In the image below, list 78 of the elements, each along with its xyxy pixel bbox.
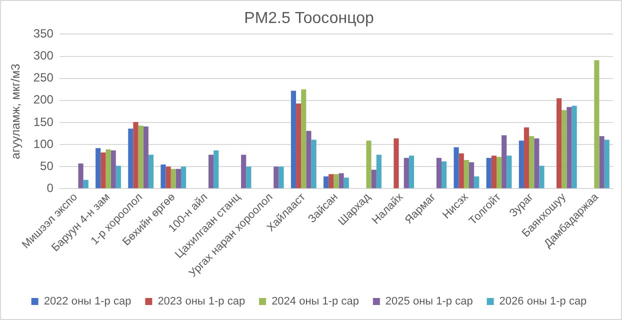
- bar: [208, 154, 214, 188]
- bar: [436, 158, 442, 188]
- y-tick-label: 50: [40, 158, 54, 173]
- bar: [83, 180, 88, 188]
- bar: [290, 90, 296, 188]
- bar: [181, 166, 186, 188]
- legend-label: 2022 оны 1-р сар: [44, 296, 132, 308]
- bar: [594, 60, 600, 188]
- bar: [404, 158, 409, 188]
- bar: [534, 138, 540, 188]
- bar: [518, 140, 524, 188]
- y-tick-label: 300: [33, 48, 54, 63]
- bar: [474, 176, 480, 188]
- bar: [529, 136, 534, 188]
- bar: [170, 168, 176, 188]
- bar: [328, 174, 334, 188]
- bar: [128, 128, 134, 188]
- bar: [486, 158, 492, 188]
- bar: [278, 166, 284, 188]
- bar: [496, 156, 502, 188]
- bar: [344, 178, 349, 188]
- bar: [143, 126, 148, 188]
- bar: [366, 140, 372, 188]
- bar: [311, 140, 316, 188]
- chart-title: PM2.5 Тоосонцор: [244, 10, 374, 28]
- bar: [338, 173, 344, 188]
- bar: [138, 126, 144, 188]
- bar: [599, 136, 604, 188]
- legend-label: 2024 оны 1-р сар: [272, 296, 359, 308]
- bar: [469, 162, 474, 188]
- bar: [458, 153, 464, 188]
- bar: [572, 106, 577, 188]
- bar: [301, 89, 306, 188]
- bar: [376, 154, 382, 188]
- bar: [274, 166, 279, 188]
- bar: [491, 156, 496, 188]
- bar: [371, 170, 376, 188]
- bar: [408, 156, 414, 188]
- y-tick-label: 200: [33, 92, 54, 107]
- bar: [116, 166, 121, 188]
- bar: [214, 150, 219, 188]
- bar: [604, 140, 610, 188]
- bar: [464, 160, 470, 188]
- bar: [241, 154, 246, 188]
- bar: [296, 104, 302, 188]
- bar: [524, 127, 530, 188]
- bar: [442, 161, 447, 188]
- bar: [160, 164, 166, 188]
- bar: [506, 156, 512, 188]
- y-tick-label: 150: [33, 114, 54, 129]
- y-tick-label: 100: [33, 136, 54, 151]
- y-axis-title: агууламж, мкг/м3: [8, 63, 23, 160]
- bar: [100, 152, 106, 188]
- y-tick-label: 250: [33, 70, 54, 85]
- legend-label: 2023 оны 1-р сар: [158, 296, 246, 308]
- bar: [454, 147, 459, 188]
- bar: [562, 110, 567, 188]
- bar: [306, 130, 312, 188]
- bar: [539, 166, 544, 188]
- legend-label: 2025 оны 1-р сар: [385, 296, 473, 308]
- bar: [394, 138, 399, 188]
- bar: [556, 98, 562, 188]
- bar: [96, 148, 101, 188]
- bar: [502, 135, 507, 188]
- bar: [133, 122, 138, 188]
- bar: [110, 150, 116, 188]
- bar: [148, 154, 154, 188]
- bar: [78, 164, 84, 188]
- y-tick-label: 350: [33, 26, 54, 41]
- bar: [334, 174, 339, 188]
- bar: [176, 168, 182, 188]
- legend-label: 2026 оны 1-р сар: [499, 296, 587, 308]
- y-tick-label: 0: [46, 181, 54, 196]
- bar: [566, 107, 572, 188]
- bar: [324, 176, 329, 188]
- bar: [246, 166, 252, 188]
- bar: [106, 149, 111, 188]
- bar: [166, 166, 171, 188]
